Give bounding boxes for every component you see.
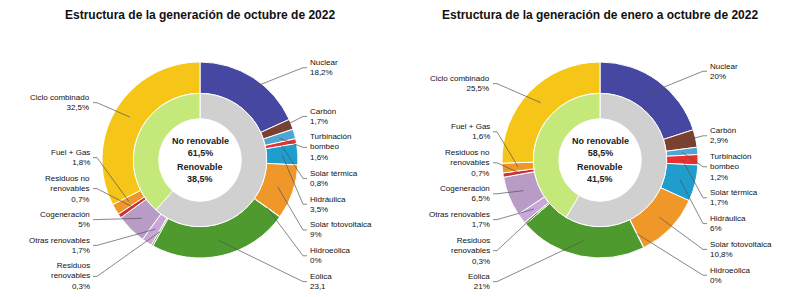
svg-text:Otras renovables1,7%: Otras renovables1,7% [29,236,90,255]
svg-text:Solar térmica0,8%: Solar térmica0,8% [310,169,358,188]
svg-text:Renovable41,5%: Renovable41,5% [577,162,623,184]
svg-text:Carbón1,7%: Carbón1,7% [310,107,336,126]
svg-text:Fuel + Gas1,8%: Fuel + Gas1,8% [51,148,90,167]
svg-text:Eólica23,1: Eólica23,1 [310,272,332,291]
svg-text:Cogeneración5%: Cogeneración5% [40,210,90,229]
svg-text:Hidráulica3,5%: Hidráulica3,5% [310,195,346,214]
svg-text:Residuosrenovables0,3%: Residuosrenovables0,3% [451,236,490,266]
svg-text:Solar fotovoltaica10,8%: Solar fotovoltaica10,8% [710,240,772,259]
svg-text:Estructura de la generación de: Estructura de la generación de enero a o… [442,8,758,22]
svg-text:No renovable61,5%: No renovable61,5% [172,136,229,158]
svg-text:Solar fotovoltaica9%: Solar fotovoltaica9% [310,220,372,239]
svg-text:Carbón2,9%: Carbón2,9% [710,126,736,145]
svg-text:Cogeneración6,5%: Cogeneración6,5% [440,184,490,203]
svg-text:Hidroeólica0%: Hidroeólica0% [710,266,751,285]
svg-text:Nuclear20%: Nuclear20% [710,62,738,81]
svg-text:Turbinaciónbombeo1,6%: Turbinaciónbombeo1,6% [310,132,352,162]
svg-text:Hidráulica6%: Hidráulica6% [710,214,746,233]
svg-text:Residuos norenovables0,7%: Residuos norenovables0,7% [45,174,90,204]
svg-text:No renovable58,5%: No renovable58,5% [572,136,629,158]
svg-text:Estructura de la generación de: Estructura de la generación de octubre d… [65,8,335,22]
svg-text:Hidroeólica0%: Hidroeólica0% [310,246,351,265]
svg-text:Eólica21%: Eólica21% [468,272,490,291]
svg-text:Turbinaciónbombeo1,2%: Turbinaciónbombeo1,2% [710,152,752,182]
svg-text:Renovable38,5%: Renovable38,5% [177,162,223,184]
svg-text:Nuclear18,2%: Nuclear18,2% [310,58,338,77]
svg-text:Ciclo combinado32,5%: Ciclo combinado32,5% [30,93,90,112]
svg-text:Residuosrenovables0,3%: Residuosrenovables0,3% [51,261,90,291]
svg-text:Residuos norenovables0,7%: Residuos norenovables0,7% [445,148,490,178]
svg-text:Ciclo combinado25,5%: Ciclo combinado25,5% [430,74,490,93]
svg-text:Solar térmica1,7%: Solar térmica1,7% [710,188,758,207]
svg-text:Fuel + Gas1,6%: Fuel + Gas1,6% [451,122,490,141]
svg-text:Otras renovables1,7%: Otras renovables1,7% [429,210,490,229]
